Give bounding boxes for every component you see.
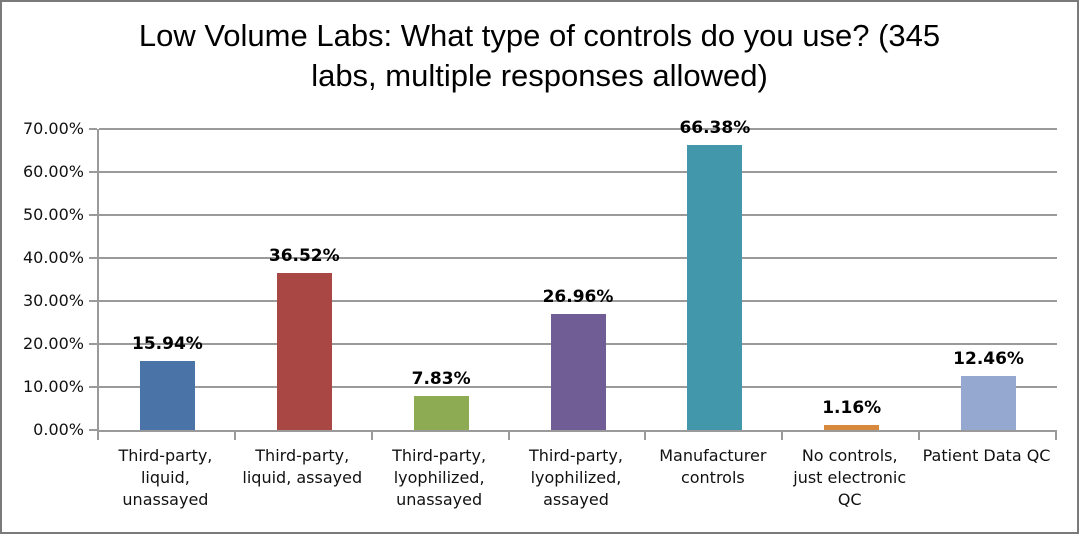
bar-1	[139, 361, 195, 430]
y-axis-tick-label: 0.00%	[33, 420, 84, 439]
gridline	[99, 214, 1057, 216]
bar-5	[687, 144, 743, 430]
gridline	[99, 257, 1057, 259]
bar-4	[550, 314, 606, 430]
y-tick-mark	[89, 386, 97, 388]
bar-value-label: 15.94%	[132, 334, 203, 355]
y-axis-tick-label: 40.00%	[22, 248, 84, 267]
y-tick-mark	[89, 343, 97, 345]
bar-value-label: 36.52%	[268, 245, 340, 266]
gridline	[99, 171, 1057, 173]
y-axis-tick-label: 30.00%	[22, 291, 84, 310]
y-axis-tick-label: 70.00%	[22, 119, 84, 138]
x-category-label: Third-party, liquid, unassayed	[118, 446, 213, 509]
x-category-label: No controls, just electronic QC	[793, 446, 907, 509]
x-category-label: Third-party, lyophilized, assayed	[529, 446, 623, 509]
bar-value-label: 12.46%	[953, 349, 1024, 370]
y-tick-mark	[89, 300, 97, 302]
x-category-label: Patient Data QC	[922, 446, 1051, 465]
y-tick-mark	[89, 128, 97, 130]
gridline	[99, 300, 1057, 302]
x-tick-mark	[1055, 431, 1057, 440]
bar-3	[413, 396, 469, 430]
y-axis-tick-label: 10.00%	[22, 377, 84, 396]
bar-value-label: 1.16%	[822, 398, 882, 419]
y-axis-tick-label: 50.00%	[22, 205, 84, 224]
x-category-label: Third-party, liquid, assayed	[242, 446, 363, 487]
y-axis-tick-label: 20.00%	[22, 334, 84, 353]
y-tick-mark	[89, 171, 97, 173]
x-tick-mark	[781, 431, 784, 440]
x-category-label: Manufacturer controls	[659, 446, 767, 487]
gridline	[99, 128, 1057, 130]
bar-value-label: 66.38%	[679, 117, 751, 138]
x-tick-mark	[97, 431, 99, 440]
bar-value-label: 7.83%	[411, 369, 471, 390]
y-tick-mark	[89, 214, 97, 216]
bar-6	[824, 425, 880, 430]
plot-area: 15.94% 36.52% 7.83% 26.96% 66.38% 1.16% 12.46%	[97, 118, 1057, 432]
y-axis-tick-label: 60.00%	[22, 162, 84, 181]
x-tick-mark	[370, 431, 373, 440]
x-tick-mark	[233, 431, 236, 440]
x-tick-mark	[507, 431, 510, 440]
bar-2	[276, 272, 332, 430]
x-tick-mark	[644, 431, 647, 440]
chart-title: Low Volume Labs: What type of controls d…	[138, 18, 941, 93]
y-tick-mark	[89, 257, 97, 259]
bar-7	[961, 376, 1017, 430]
bar-value-label: 26.96%	[542, 287, 614, 308]
x-category-label: Third-party, lyophilized, unassayed	[392, 446, 487, 509]
y-tick-mark	[89, 429, 97, 431]
x-tick-mark	[918, 431, 921, 440]
